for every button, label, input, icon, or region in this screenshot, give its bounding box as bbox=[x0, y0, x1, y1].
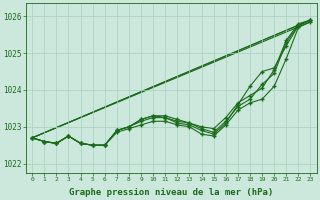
X-axis label: Graphe pression niveau de la mer (hPa): Graphe pression niveau de la mer (hPa) bbox=[69, 188, 274, 197]
